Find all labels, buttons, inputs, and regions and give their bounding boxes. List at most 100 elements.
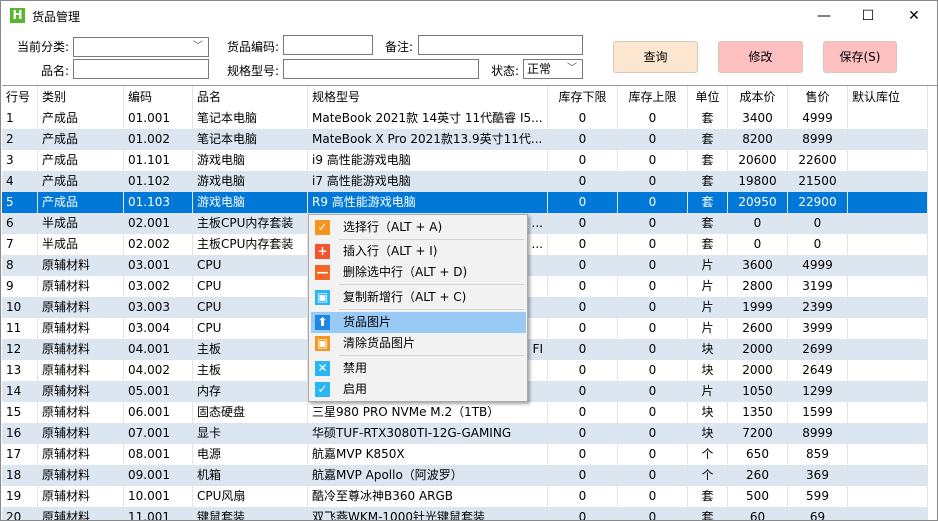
table-cell: 双飞燕WKM-1000针光键鼠套装 <box>308 507 548 520</box>
column-header[interactable]: 规格型号 <box>308 86 548 108</box>
table-cell: 8 <box>2 255 38 276</box>
query-button[interactable]: 查询 <box>613 41 698 73</box>
column-header[interactable]: 库存上限 <box>618 86 688 108</box>
table-cell: 内存 <box>193 381 308 402</box>
table-cell: 7 <box>2 234 38 255</box>
code-input[interactable] <box>283 35 373 55</box>
table-cell: CPU <box>193 297 308 318</box>
table-row[interactable]: 13 原辅材料 04.002 主板 0 0 块 2000 2649 <box>2 360 928 381</box>
table-row[interactable]: 17 原辅材料 08.001 电源 航嘉MVP K850X 0 0 个 650 859 <box>2 444 928 465</box>
table-cell <box>848 192 928 213</box>
table-cell: R9 高性能游戏电脑 <box>308 192 548 213</box>
table-cell: 片 <box>688 297 728 318</box>
menu-separator <box>339 239 524 240</box>
column-header[interactable]: 成本价 <box>728 86 788 108</box>
table-cell: 01.103 <box>124 192 193 213</box>
table-cell: 套 <box>688 507 728 520</box>
table-cell <box>308 360 548 381</box>
table-cell: 0 <box>618 108 688 129</box>
check-icon: ✓ <box>315 220 330 235</box>
column-header[interactable]: 单位 <box>688 86 728 108</box>
context-menu-item[interactable]: ▣ 复制新增行（ALT + C) <box>311 287 526 308</box>
table-row[interactable]: 19 原辅材料 10.001 CPU风扇 酷冷至尊冰神B360 ARGB 0 0 套 500 59… <box>2 486 928 507</box>
table-cell: MateBook 2021款 14英寸 11代酷睿 I5... <box>308 108 548 129</box>
table-cell: 显卡 <box>193 423 308 444</box>
table-cell: 650 <box>728 444 788 465</box>
edit-button[interactable]: 修改 <box>718 41 803 73</box>
table-cell: 03.003 <box>124 297 193 318</box>
name-input[interactable] <box>73 59 209 79</box>
table-cell: 套 <box>688 108 728 129</box>
table-cell: 8200 <box>728 129 788 150</box>
status-label: 状态: <box>490 64 519 78</box>
table-cell: FI <box>308 339 548 360</box>
column-header[interactable]: 类别 <box>38 86 124 108</box>
table-row[interactable]: 5 产成品 01.103 游戏电脑 R9 高性能游戏电脑 0 0 套 20950 22900 <box>2 192 928 213</box>
table-cell: 原辅材料 <box>38 360 124 381</box>
table-cell: 19 <box>2 486 38 507</box>
table-cell: 11.001 <box>124 507 193 520</box>
context-menu-item[interactable]: ✓ 选择行（ALT + A) <box>311 217 526 238</box>
table-cell: 块 <box>688 360 728 381</box>
table-cell: 07.001 <box>124 423 193 444</box>
table-cell: 0 <box>548 108 618 129</box>
table-cell: 0 <box>548 486 618 507</box>
context-menu-item[interactable]: ✕ 禁用 <box>311 358 526 379</box>
table-row[interactable]: 3 产成品 01.101 游戏电脑 i9 高性能游戏电脑 0 0 套 20600 22600 <box>2 150 928 171</box>
table-row[interactable]: 7 半成品 02.002 主板CPU内存套装... 0 0 套 0 0 <box>2 234 928 255</box>
context-menu-item[interactable]: + 插入行（ALT + I) <box>311 241 526 262</box>
table-row[interactable]: 16 原辅材料 07.001 显卡 华硕TUF-RTX3080TI-12G-GAMING… <box>2 423 928 444</box>
table-cell: 22600 <box>788 150 848 171</box>
table-row[interactable]: 20 原辅材料 11.001 键鼠套装 双飞燕WKM-1000针光键鼠套装 0 0 套 60 69 <box>2 507 928 520</box>
table-cell: 1050 <box>728 381 788 402</box>
table-cell <box>848 339 928 360</box>
category-select[interactable]: ﹀ <box>73 37 209 57</box>
table-cell: 0 <box>548 297 618 318</box>
table-cell: 0 <box>618 423 688 444</box>
column-header[interactable]: 默认库位 <box>848 86 928 108</box>
table-cell: 键鼠套装 <box>193 507 308 520</box>
status-select[interactable]: 正常 ﹀ <box>523 59 583 79</box>
context-menu: ✓ 选择行（ALT + A) + 插入行（ALT + I) — 删除选中行（ALT + D… <box>308 214 528 402</box>
table-cell: 02.002 <box>124 234 193 255</box>
table-cell: 0 <box>618 129 688 150</box>
close-button[interactable]: ✕ <box>908 8 920 24</box>
table-cell: 0 <box>618 234 688 255</box>
table-row[interactable]: 2 产成品 01.002 笔记本电脑 MateBook X Pro 2021款13.9英… <box>2 129 928 150</box>
context-menu-item[interactable]: — 删除选中行（ALT + D) <box>311 262 526 283</box>
column-header[interactable]: 行号 <box>2 86 38 108</box>
table-row[interactable]: 4 产成品 01.102 游戏电脑 i7 高性能游戏电脑 0 0 套 19800 21500 <box>2 171 928 192</box>
table-cell: 块 <box>688 339 728 360</box>
table-cell: 原辅材料 <box>38 507 124 520</box>
table-cell: 0 <box>548 360 618 381</box>
column-header[interactable]: 库存下限 <box>548 86 618 108</box>
chevron-down-icon: ﹀ <box>193 41 203 52</box>
table-row[interactable]: 18 原辅材料 09.001 机箱 航嘉MVP Apollo（阿波罗） 0 0 个 260 369 <box>2 465 928 486</box>
table-cell <box>848 486 928 507</box>
save-button[interactable]: 保存(S) <box>823 41 897 73</box>
spec-input[interactable] <box>283 59 479 79</box>
table-row[interactable]: 9 原辅材料 03.002 CPU 0 0 片 2800 3199 <box>2 276 928 297</box>
column-header[interactable]: 售价 <box>788 86 848 108</box>
menu-separator <box>339 309 524 310</box>
context-menu-item[interactable]: ⬆ 货品图片 <box>311 312 526 333</box>
table-row[interactable]: 15 原辅材料 06.001 固态硬盘 三星980 PRO NVMe M.2（1TB） 0… <box>2 402 928 423</box>
maximize-button[interactable]: ☐ <box>861 8 875 24</box>
table-cell: 主板 <box>193 339 308 360</box>
context-menu-item[interactable]: ▣ 清除货品图片 <box>311 333 526 354</box>
remark-input[interactable] <box>418 35 583 55</box>
table-cell <box>848 507 928 520</box>
table-cell: 产成品 <box>38 150 124 171</box>
table-cell: 0 <box>618 339 688 360</box>
table-cell <box>848 381 928 402</box>
column-header[interactable]: 编码 <box>124 86 193 108</box>
column-header[interactable]: 品名 <box>193 86 308 108</box>
table-cell: 8999 <box>788 423 848 444</box>
table-row[interactable]: 1 产成品 01.001 笔记本电脑 MateBook 2021款 14英寸 11代酷睿… <box>2 108 928 129</box>
table-cell <box>848 297 928 318</box>
context-menu-item[interactable]: ✓ 启用 <box>311 379 526 400</box>
minimize-button[interactable]: — <box>817 8 831 24</box>
table-cell: CPU <box>193 276 308 297</box>
table-cell: CPU <box>193 318 308 339</box>
table-row[interactable]: 11 原辅材料 03.004 CPU 0 0 片 2600 3999 <box>2 318 928 339</box>
